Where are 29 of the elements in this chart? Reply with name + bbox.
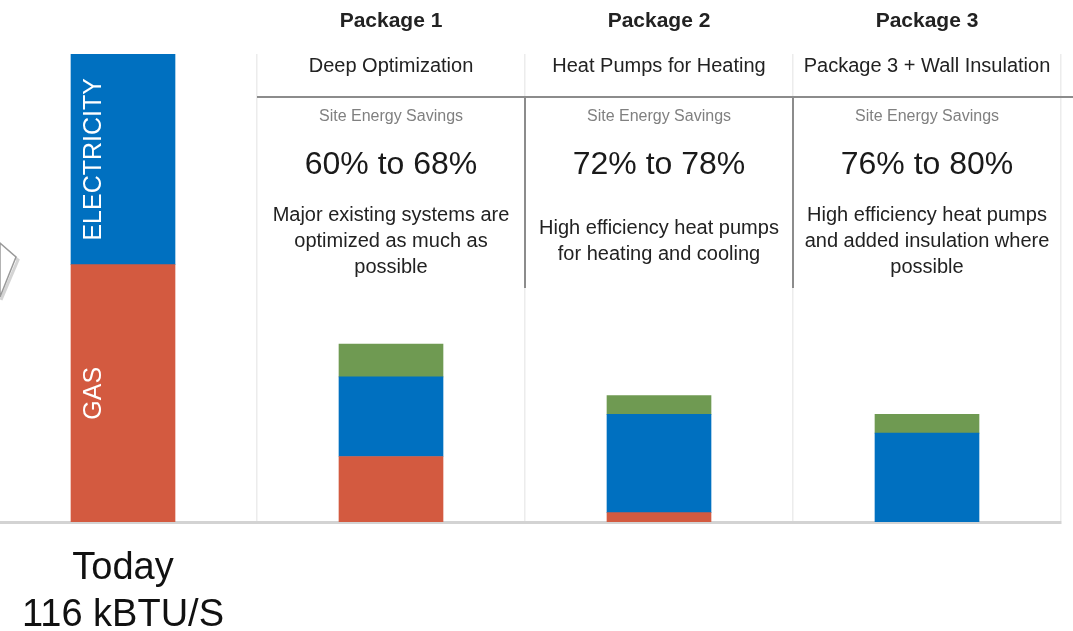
annotation: 60% to 68%	[303, 144, 479, 182]
x-tick-label: Today	[72, 545, 174, 588]
annotation: 72% to 78%	[571, 144, 747, 182]
x-tick-label: Package 1	[339, 8, 443, 32]
annotation: Heat Pumps for Heating	[551, 53, 767, 78]
bar	[874, 414, 980, 434]
bar	[606, 512, 712, 522]
series-label: ELECTRICITY	[77, 77, 106, 241]
x-tick-label: Package 2	[607, 8, 711, 32]
annotation: Site Energy Savings	[585, 106, 733, 126]
annotation: 76% to 80%	[839, 144, 1015, 182]
annotation: Site Energy Savings	[317, 106, 465, 126]
bar	[606, 414, 712, 513]
annotation: Site Energy Savings	[853, 106, 1001, 126]
bar	[606, 395, 712, 415]
bar	[70, 264, 176, 522]
bar	[338, 456, 444, 522]
annotation: Deep Optimization	[307, 53, 475, 78]
series-label: GAS	[77, 366, 106, 420]
bar	[338, 343, 444, 378]
annotation: Major existing systems are optimized as much as possible	[271, 202, 511, 279]
annotation: Package 3 + Wall Insulation	[802, 53, 1052, 78]
annotation: High efficiency heat pumps and added insulation where possible	[803, 202, 1051, 279]
text: 116 kBTU/S	[20, 592, 225, 631]
bar	[338, 376, 444, 457]
annotation: High efficiency heat pumps for heating and cooling	[538, 215, 780, 266]
bar	[874, 432, 980, 522]
bar	[70, 54, 176, 265]
x-tick-label: Package 3	[875, 8, 979, 32]
